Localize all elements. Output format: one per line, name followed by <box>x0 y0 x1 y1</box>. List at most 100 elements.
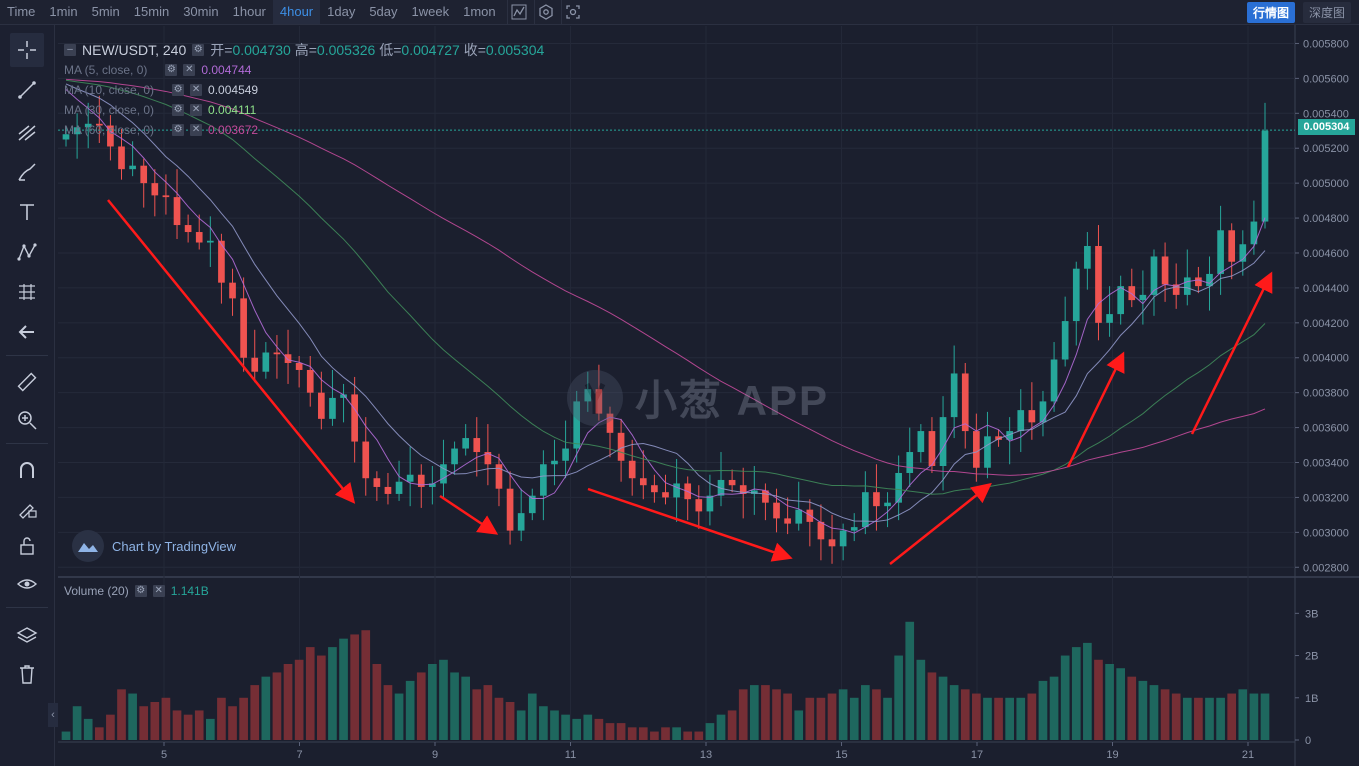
volume-bar <box>616 723 626 740</box>
candle-body <box>961 373 969 432</box>
candle-body <box>206 240 214 243</box>
volume-bar <box>805 697 815 740</box>
volume-bar <box>1227 693 1237 740</box>
prediction-icon[interactable] <box>10 275 44 309</box>
unlock-icon[interactable] <box>10 529 44 563</box>
zoom-in-icon[interactable] <box>10 403 44 437</box>
candle-body <box>995 436 1002 440</box>
candle-body <box>1028 410 1036 423</box>
pitchfork-icon[interactable] <box>10 115 44 149</box>
ma-close-icon[interactable]: ✕ <box>190 104 203 116</box>
text-tool-icon[interactable] <box>10 195 44 229</box>
depth-chart-button[interactable]: 深度图 <box>1302 1 1351 23</box>
volume-close-icon[interactable]: ✕ <box>152 585 165 597</box>
magnet-icon[interactable] <box>10 453 44 487</box>
trend-line-icon[interactable] <box>10 73 44 107</box>
volume-bar <box>972 693 981 740</box>
interval-time[interactable]: Time <box>7 4 36 19</box>
eye-icon[interactable] <box>10 567 44 601</box>
volume-bar <box>705 723 715 740</box>
candle-body <box>784 518 791 524</box>
interval-30min[interactable]: 30min <box>183 4 219 19</box>
brush-icon[interactable] <box>10 155 44 189</box>
crosshair-icon[interactable] <box>10 33 44 67</box>
candle-body <box>906 452 914 473</box>
lock-drawing-icon[interactable] <box>10 491 44 525</box>
ma-close-icon[interactable]: ✕ <box>190 84 203 96</box>
volume-bar <box>661 727 670 740</box>
volume-bar <box>205 718 215 740</box>
ma-close-icon[interactable]: ✕ <box>190 124 203 136</box>
volume-bar <box>128 693 137 740</box>
ma-settings-icon[interactable]: ⚙ <box>172 124 185 136</box>
chart-style-icon[interactable] <box>506 0 530 24</box>
ma-line-5 <box>65 89 1266 534</box>
candle-body <box>462 438 469 449</box>
ma-settings-icon[interactable]: ⚙ <box>172 104 185 116</box>
candle-body <box>551 460 558 465</box>
ruler-icon[interactable] <box>10 365 44 399</box>
candle-body <box>839 530 847 547</box>
interval-1min[interactable]: 1min <box>49 4 78 19</box>
price-tick-label: 0.004200 <box>1303 318 1349 330</box>
candle-body <box>606 413 614 433</box>
volume-bar <box>250 685 260 740</box>
interval-1mon[interactable]: 1mon <box>463 4 496 19</box>
volume-bar <box>494 697 504 740</box>
interval-5min[interactable]: 5min <box>91 4 120 19</box>
price-tick-label: 0.005200 <box>1303 143 1349 155</box>
volume-bar <box>794 710 804 740</box>
ma-settings-icon[interactable]: ⚙ <box>172 84 185 96</box>
candle-body <box>1106 314 1113 323</box>
interval-1hour[interactable]: 1hour <box>232 4 266 19</box>
market-chart-button[interactable]: 行情图 <box>1246 1 1295 23</box>
volume-bar <box>1116 668 1126 740</box>
collapse-sidebar-icon[interactable]: ‹ <box>48 703 58 727</box>
candle-body <box>762 490 769 503</box>
candle-body <box>1017 410 1025 432</box>
ma-close-icon[interactable]: ✕ <box>183 64 196 76</box>
candle-body <box>473 438 481 453</box>
indicator-settings-icon[interactable] <box>533 0 557 24</box>
candle-body <box>1139 294 1147 301</box>
back-arrow-icon[interactable] <box>10 315 44 349</box>
interval-1day[interactable]: 1day <box>327 4 356 19</box>
ma-settings-icon[interactable]: ⚙ <box>165 64 178 76</box>
interval-4hour[interactable]: 4hour <box>272 0 321 24</box>
trend-arrow <box>439 494 499 535</box>
candle-body <box>218 240 225 283</box>
volume-bar <box>428 664 437 740</box>
trash-icon[interactable] <box>10 657 44 691</box>
candle-body <box>1072 268 1080 322</box>
volume-bar <box>1205 697 1214 740</box>
layers-icon[interactable] <box>10 619 44 653</box>
screenshot-icon[interactable] <box>560 0 584 24</box>
ma-legend-2: MA (30, close, 0) ⚙ ✕ 0.004111 <box>64 103 256 117</box>
pattern-icon[interactable] <box>10 235 44 269</box>
symbol-settings-icon[interactable]: ⚙ <box>192 44 205 56</box>
candle-body <box>284 354 292 363</box>
volume-bar <box>683 731 693 740</box>
candle-body <box>917 431 925 453</box>
volume-bar <box>450 672 459 740</box>
volume-bar <box>1127 676 1137 740</box>
candle-body <box>240 298 247 358</box>
interval-5day[interactable]: 5day <box>369 4 398 19</box>
candle-body <box>895 472 902 503</box>
volume-bar <box>305 647 315 740</box>
ma-label: MA (10, close, 0) <box>64 83 155 97</box>
volume-bar <box>761 685 770 740</box>
price-tick-label: 0.004000 <box>1303 353 1349 365</box>
candle-body <box>928 431 936 466</box>
price-tick-label: 0.002800 <box>1303 562 1349 574</box>
candle-body <box>340 394 347 398</box>
interval-1week[interactable]: 1week <box>411 4 450 19</box>
volume-settings-icon[interactable]: ⚙ <box>134 585 147 597</box>
candle-body <box>562 448 569 461</box>
candle-body <box>595 389 603 414</box>
candle-body <box>84 123 92 128</box>
collapse-legend-icon[interactable]: – <box>64 44 76 56</box>
tradingview-attribution[interactable]: Chart by TradingView <box>72 530 236 562</box>
interval-15min[interactable]: 15min <box>133 4 170 19</box>
